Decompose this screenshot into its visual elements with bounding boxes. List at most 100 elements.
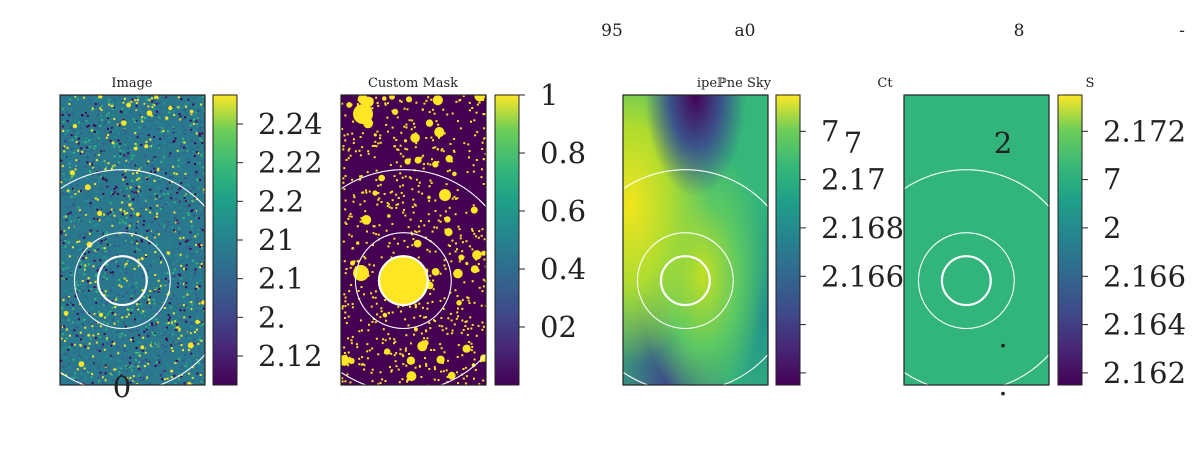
source-star [78,240,81,243]
pixel-noise [154,112,157,115]
panel-custom-mask: Custom Mask 020.40.60.81 [340,76,586,386]
pixel-noise [187,279,190,282]
pixel-noise [101,376,104,379]
pixel-noise [73,221,76,224]
pixel-noise [99,107,102,110]
pixel-noise [71,174,74,177]
pixel-noise [77,131,80,134]
pixel-noise [109,289,112,292]
pixel-noise [166,293,169,296]
pixel-noise [62,242,65,245]
pixel-noise [202,117,205,120]
pixel-noise [170,347,173,350]
pixel-noise [96,269,99,272]
pixel-noise [121,173,124,176]
mask-pixel [348,147,351,150]
mask-pixel [463,281,466,284]
pixel-noise [166,201,168,204]
pixel-noise [145,254,147,256]
pixel-noise [141,240,143,243]
pixel-noise [199,136,202,139]
pixel-noise [66,358,69,361]
pixel-noise [95,126,98,129]
pixel-noise [182,217,185,219]
pixel-noise [132,172,135,175]
mask-pixel [373,225,376,228]
pixel-noise [135,118,138,121]
pixel-noise [106,151,109,154]
pixel-noise [141,116,144,119]
mask-blob [425,119,434,127]
mask-pixel [451,329,454,332]
pixel-noise [156,355,159,358]
pixel-noise [113,164,116,167]
mask-pixel [432,146,435,149]
mask-pixel [414,146,417,149]
pixel-noise [75,176,77,179]
mask-pixel [376,130,379,133]
pixel-noise [66,146,69,149]
pixel-noise [145,255,148,258]
mask-blob [431,268,440,276]
mask-pixel [474,134,477,137]
pixel-noise [98,152,100,155]
mask-pixel [405,364,408,367]
pixel-noise [189,231,192,234]
pixel-noise [87,119,90,122]
mask-blob [458,254,465,261]
mask-pixel [376,313,379,316]
mask-pixel [418,181,421,184]
pixel-noise [139,194,142,197]
pixel-noise [112,222,115,225]
mask-blob [346,102,353,108]
pixel-noise [70,301,73,304]
mask-pixel [468,156,470,159]
mask-pixel [378,224,381,227]
pixel-noise [174,344,177,347]
mask-pixel [344,114,347,117]
mask-pixel [345,322,348,324]
mask-pixel [434,250,437,253]
pixel-noise [111,372,114,375]
pixel-noise [111,300,114,303]
pixel-noise [96,140,99,142]
pixel-noise [71,138,74,141]
pixel-noise [71,213,74,216]
pixel-noise [87,263,90,266]
pixel-noise [81,134,84,137]
mask-pixel [475,334,478,337]
pixel-noise [94,306,97,309]
aperture-mid-annulus [917,232,1015,330]
pixel-noise [110,372,113,375]
pixel-noise [143,189,145,192]
pixel-noise [196,285,199,288]
pixel-noise [139,368,142,371]
pixel-noise [115,235,118,238]
mask-pixel [438,324,441,327]
pixel-noise [161,101,164,103]
mask-pixel [359,154,362,157]
pixel-noise [103,348,106,351]
mask-pixel [399,144,402,147]
pixel-noise [84,269,86,271]
mask-pixel [371,368,374,371]
pixel-noise [151,322,153,325]
pixel-noise [191,314,194,317]
mask-pixel [481,141,484,144]
pixel-noise [99,259,102,262]
pixel-noise [107,123,110,126]
mask-pixel [463,142,466,145]
colorbar-tick-label: 02 [540,310,577,344]
pixel-noise [115,380,118,383]
mask-pixel [368,190,371,193]
pixel-noise [95,274,98,277]
mask-pixel [478,101,481,104]
pixel-noise [123,194,126,197]
pixel-noise [118,95,121,98]
pixel-noise [89,353,91,356]
pixel-noise [64,372,67,375]
mask-pixel [399,185,402,188]
pixel-noise [84,236,87,238]
mask-pixel [384,299,387,302]
